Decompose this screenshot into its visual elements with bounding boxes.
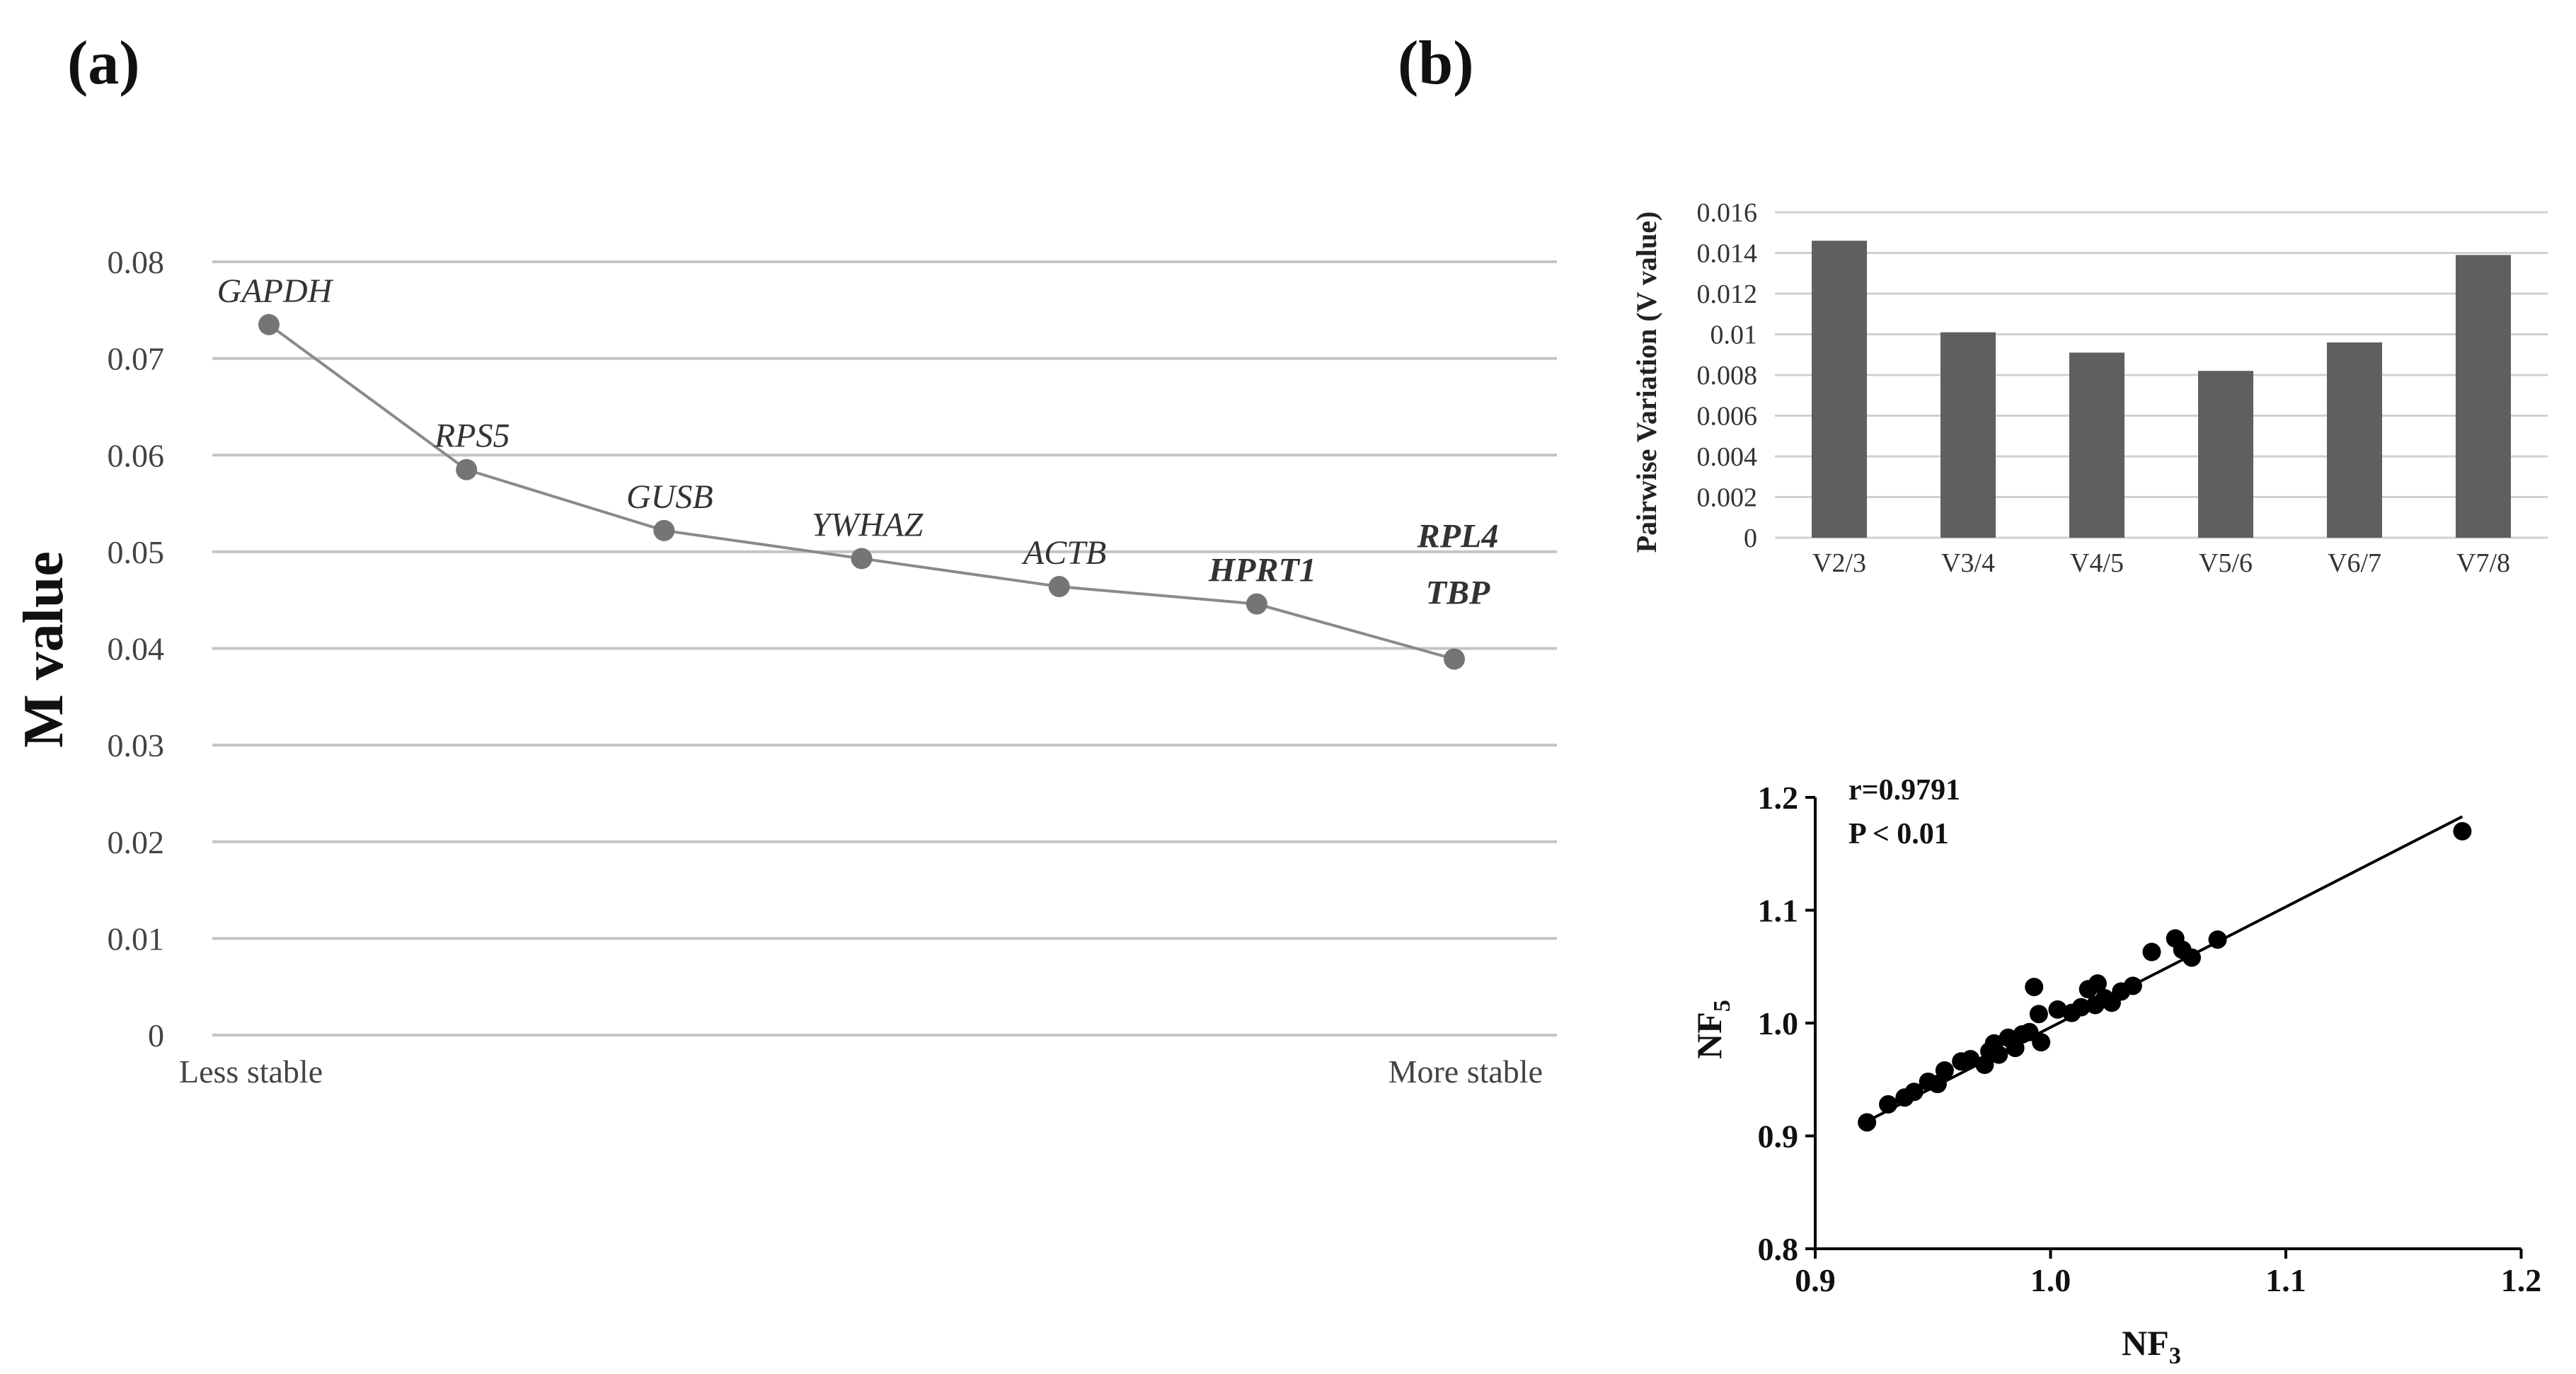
panel-label-b: (b) — [1398, 29, 1474, 98]
scatter-point — [2032, 1033, 2051, 1052]
y-tick-label: 1.2 — [1758, 780, 1799, 816]
bar — [1812, 241, 1867, 538]
scatter-point — [1928, 1075, 1947, 1094]
y-tick-label: 0 — [148, 1017, 164, 1053]
series-line — [268, 323, 1455, 661]
scatter-point — [2071, 998, 2091, 1017]
m-value-chart: 0 0.01 0.02 0.03 0.04 0.05 0.06 0.07 0.08 M value… — [13, 244, 1557, 1090]
y-tick-label: 0.07 — [108, 341, 165, 377]
y-tick-label: 0.8 — [1758, 1231, 1799, 1267]
data-point — [1246, 593, 1267, 615]
nf-scatter-chart: 0.80.91.01.11.20.9 1.0 1.1 1.2NF3NF5r=0.979… — [1689, 774, 2541, 1369]
scatter-point — [1989, 1045, 2008, 1064]
scatter-point — [1961, 1050, 1980, 1069]
y-tick-label: 0.01 — [108, 920, 165, 957]
panel-label-a: (a) — [67, 29, 140, 98]
x-tick-label: 1.1 — [2265, 1262, 2306, 1298]
scatter-point — [2183, 948, 2201, 967]
gene-label: GUSB — [626, 478, 713, 516]
data-point — [1048, 576, 1070, 598]
stat-annotation: P < 0.01 — [1848, 818, 1949, 850]
bar — [2327, 342, 2382, 538]
x-tick-label: V5/6 — [2199, 548, 2253, 578]
scatter-point — [1879, 1095, 1898, 1114]
data-point — [851, 548, 873, 570]
y-tick-label: 0.012 — [1697, 279, 1758, 309]
gene-label: ACTB — [1021, 534, 1106, 572]
scatter-point — [1858, 1113, 1877, 1132]
y-tick-label: 0.08 — [108, 244, 165, 280]
y-tick-label: 0.002 — [1697, 483, 1758, 513]
y-axis-label: NF5 — [1689, 1000, 1735, 1059]
x-tick-label: V3/4 — [1941, 548, 1995, 578]
y-tick-label: 0 — [1744, 524, 1757, 553]
x-tick-label: 1.2 — [2501, 1262, 2542, 1298]
data-point — [1444, 648, 1465, 670]
y-tick-label: 0.006 — [1697, 402, 1758, 432]
x-tick-label: V4/5 — [2070, 548, 2124, 578]
scatter-point — [2088, 974, 2107, 993]
x-tick-label: V2/3 — [1812, 548, 1866, 578]
regression-line — [1866, 815, 2463, 1123]
scatter-point — [1935, 1061, 1954, 1080]
y-tick-label: 1.0 — [1758, 1005, 1799, 1041]
y-tick-label: 1.1 — [1758, 893, 1799, 929]
scatter-point — [2208, 930, 2227, 949]
gene-label: RPL4 — [1417, 518, 1499, 555]
bar — [2069, 352, 2124, 538]
x-axis-label: NF3 — [2122, 1323, 2181, 1369]
y-tick-label: 0.016 — [1697, 198, 1758, 228]
y-axis-label: M value — [13, 551, 75, 748]
data-point — [456, 458, 478, 480]
bar — [1940, 332, 1996, 538]
scatter-point — [2006, 1039, 2025, 1058]
y-tick-label: 0.008 — [1697, 361, 1758, 391]
x-tick-label: V7/8 — [2456, 548, 2510, 578]
data-point — [653, 519, 675, 541]
y-axis-label: Pairwise Variation (V value) — [1631, 212, 1662, 553]
gene-label: YWHAZ — [812, 506, 924, 543]
y-tick-label: 0.004 — [1697, 442, 1758, 472]
scatter-point — [2025, 977, 2044, 996]
y-tick-label: 0.04 — [108, 631, 165, 667]
scatter-point — [2048, 1000, 2067, 1019]
y-tick-label: 0.01 — [1710, 321, 1758, 350]
scatter-point — [2142, 942, 2161, 962]
y-tick-label: 0.014 — [1697, 239, 1758, 269]
y-axis-label-sub: 5 — [1709, 1000, 1735, 1012]
x-axis-label-main: NF — [2122, 1323, 2169, 1363]
gene-label: GAPDH — [217, 272, 334, 310]
bar — [2198, 371, 2253, 538]
y-tick-label: 0.05 — [108, 534, 165, 570]
stat-annotation: r=0.9791 — [1848, 774, 1960, 807]
x-tick-label: V6/7 — [2328, 548, 2381, 578]
scatter-point — [2029, 1005, 2048, 1024]
x-tick-label: 0.9 — [1795, 1262, 1836, 1298]
pairwise-variation-chart: 0 0.002 0.004 0.006 0.008 0.01 0.012 0.014 0.016… — [1631, 198, 2548, 578]
gene-label: TBP — [1426, 575, 1490, 612]
data-point — [258, 313, 280, 335]
y-tick-label: 0.9 — [1758, 1119, 1799, 1155]
x-end-label-right: More stable — [1388, 1053, 1543, 1090]
gene-label: HPRT1 — [1208, 552, 1316, 589]
y-tick-label: 0.06 — [108, 437, 165, 473]
y-axis-label-main: NF — [1689, 1012, 1729, 1059]
y-tick-label: 0.03 — [108, 727, 165, 763]
x-end-label-left: Less stable — [179, 1053, 323, 1090]
x-tick-label: 1.0 — [2030, 1262, 2071, 1298]
scatter-point — [2123, 976, 2142, 995]
gene-label: RPS5 — [434, 417, 510, 455]
scatter-point — [1904, 1083, 1924, 1102]
bar — [2456, 255, 2511, 538]
x-axis-label-sub: 3 — [2169, 1343, 2181, 1369]
scatter-point — [2453, 821, 2472, 841]
y-tick-label: 0.02 — [108, 824, 165, 860]
